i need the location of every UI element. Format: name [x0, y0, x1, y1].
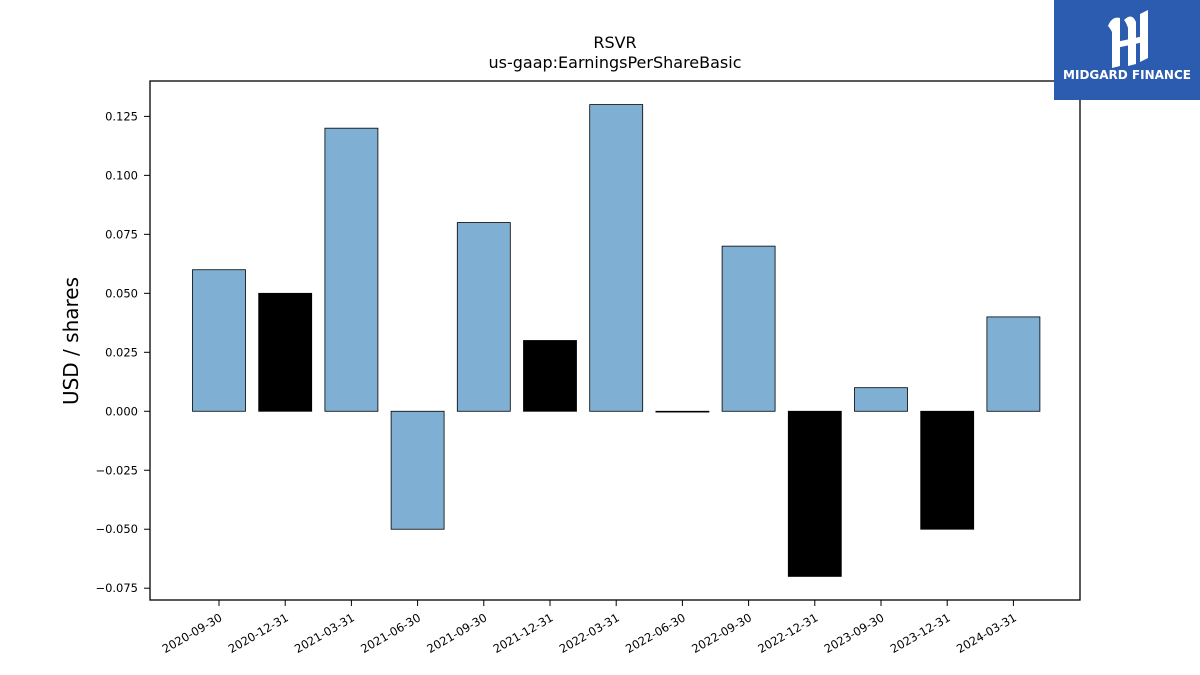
y-tick-label: 0.025: [105, 345, 138, 359]
bar-2022-09-30: [721, 245, 776, 412]
x-tick-label: 2022-12-31: [755, 610, 820, 656]
bar-2021-03-31: [324, 127, 379, 412]
x-tick-label: 2020-09-30: [160, 610, 225, 656]
x-tick-label: 2023-12-31: [888, 610, 953, 656]
midgard-logo-icon: [1108, 10, 1148, 68]
x-tick-label: 2021-03-31: [292, 610, 357, 656]
bar-2022-03-31: [589, 104, 644, 412]
bar-2021-12-31: [523, 340, 577, 412]
bar-2022-06-30: [655, 410, 710, 413]
x-tick-label: 2021-09-30: [424, 610, 489, 656]
x-tick-label: 2021-12-31: [491, 610, 556, 656]
x-tick-label: 2024-03-31: [954, 610, 1019, 656]
bar-2023-12-31: [920, 410, 975, 530]
bar-2021-09-30: [456, 222, 511, 412]
y-tick-label: −0.050: [95, 522, 138, 536]
chart-subtitle: us-gaap:EarningsPerShareBasic: [488, 53, 741, 72]
bars-group: [192, 104, 1041, 577]
midgard-finance-logo: MIDGARD FINANCE: [1054, 0, 1200, 100]
y-tick-label: 0.050: [105, 286, 138, 300]
bar-2020-09-30: [192, 269, 246, 412]
chart-title: RSVR: [593, 33, 636, 52]
x-tick-label: 2020-12-31: [226, 610, 291, 656]
x-tick-label: 2022-06-30: [623, 610, 688, 656]
x-tick-label: 2021-06-30: [358, 610, 423, 656]
y-axis-label: USD / shares: [59, 277, 83, 405]
bar-2022-12-31: [787, 410, 842, 577]
y-tick-label: 0.000: [105, 404, 138, 418]
bar-2021-06-30: [390, 410, 445, 530]
y-tick-label: −0.025: [95, 463, 138, 477]
x-ticks-group: 2020-09-30 2020-12-31 2021-03-31 2021-06-30…: [160, 600, 1019, 656]
plot-frame: [149, 80, 1081, 601]
y-tick-label: 0.125: [105, 109, 138, 123]
y-tick-label: 0.100: [105, 168, 138, 182]
bar-2023-09-30: [854, 387, 908, 412]
x-tick-label: 2023-09-30: [822, 610, 887, 656]
y-tick-label: −0.075: [95, 581, 138, 595]
logo-text: MIDGARD FINANCE: [1063, 68, 1191, 82]
x-tick-label: 2022-03-31: [557, 610, 622, 656]
x-tick-label: 2022-09-30: [689, 610, 754, 656]
y-tick-label: 0.075: [105, 227, 138, 241]
y-ticks-group: 0.125 0.100 0.075 0.050 0.025 0.000 −0.025 −0.0…: [95, 109, 150, 595]
bar-2024-03-31: [986, 316, 1041, 412]
bar-2020-12-31: [258, 292, 313, 412]
